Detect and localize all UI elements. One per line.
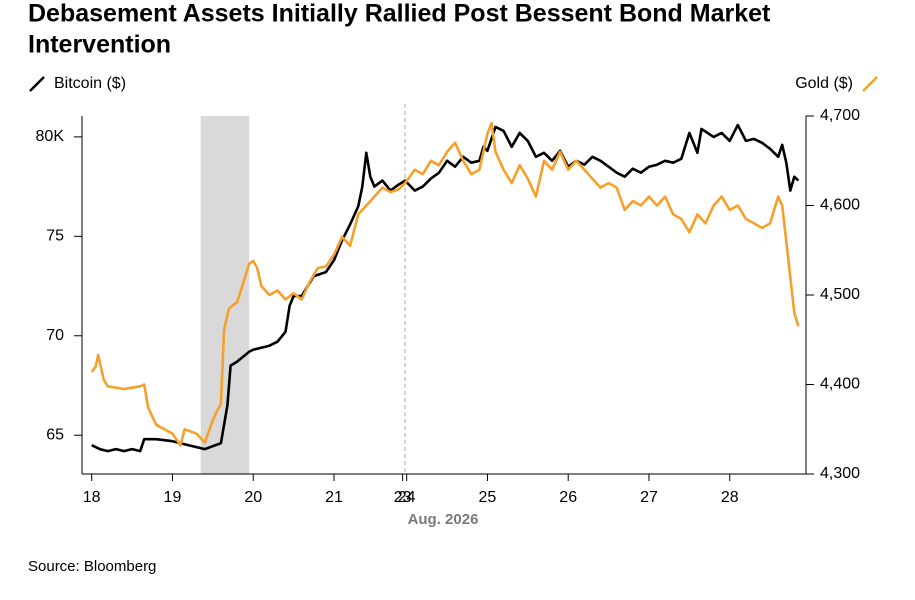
y2-tick-label: 4,700 [820, 107, 860, 124]
y2-tick-label: 4,400 [820, 376, 860, 393]
y-tick-label: 65 [46, 426, 64, 443]
chart-title: Intervention [28, 31, 171, 59]
y2-tick-label: 4,600 [820, 197, 860, 214]
legend-label: Gold ($) [795, 75, 853, 92]
x-tick-label: 19 [164, 489, 182, 506]
chart-title: Debasement Assets Initially Rallied Post… [28, 0, 771, 28]
y2-tick-label: 4,300 [820, 465, 860, 482]
x-axis-label: Aug. 2026 [408, 511, 479, 528]
x-tick-label: 18 [83, 489, 101, 506]
legend-swatch [862, 76, 878, 92]
x-tick-label: 23 [394, 489, 412, 506]
y2-tick-label: 4,500 [820, 286, 860, 303]
series-line [90, 121, 800, 447]
series-line [91, 123, 800, 453]
x-tick-label: 27 [640, 489, 658, 506]
source: Source: Bloomberg [28, 558, 156, 575]
x-tick-label: 24 [398, 489, 416, 506]
x-tick-label: 25 [479, 489, 497, 506]
legend-swatch [29, 76, 45, 92]
x-tick-label: 21 [325, 489, 343, 506]
y-tick-label: 80K [36, 128, 65, 145]
x-tick-label: 26 [559, 489, 577, 506]
y-tick-label: 75 [46, 228, 64, 245]
y-tick-label: 70 [46, 327, 64, 344]
x-tick-label: 20 [244, 489, 262, 506]
legend-label: Bitcoin ($) [54, 75, 126, 92]
x-tick-label: 28 [721, 489, 739, 506]
